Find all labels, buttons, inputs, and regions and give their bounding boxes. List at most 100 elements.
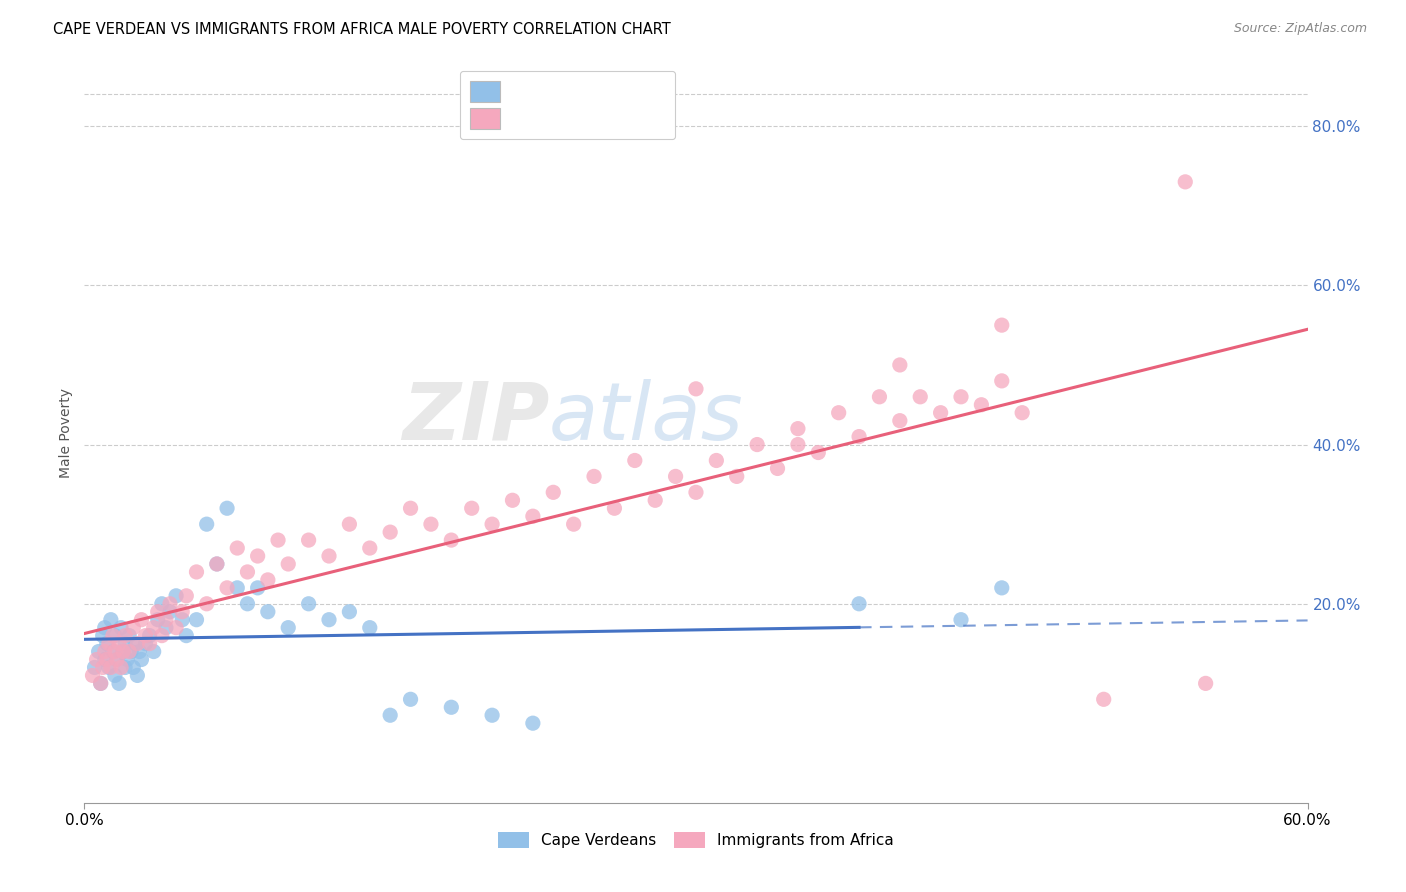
- Point: [155, 613, 177, 627]
- Point: [318, 549, 340, 563]
- Point: [112, 644, 135, 658]
- Point: [1195, 676, 1218, 690]
- Point: [97, 637, 120, 651]
- Point: [1011, 406, 1033, 420]
- Point: [96, 652, 118, 666]
- Point: [766, 461, 789, 475]
- Point: [502, 493, 524, 508]
- Point: [298, 597, 321, 611]
- Point: [359, 621, 381, 635]
- Point: [131, 652, 153, 666]
- Point: [122, 660, 145, 674]
- Point: [236, 565, 259, 579]
- Point: [93, 652, 115, 666]
- Point: [195, 597, 218, 611]
- Point: [583, 469, 606, 483]
- Point: [87, 644, 110, 658]
- Point: [110, 621, 132, 635]
- Point: [108, 676, 131, 690]
- Point: [150, 629, 173, 643]
- Point: [257, 573, 280, 587]
- Point: [91, 629, 114, 643]
- Point: [172, 613, 194, 627]
- Point: [146, 605, 169, 619]
- Text: Source: ZipAtlas.com: Source: ZipAtlas.com: [1233, 22, 1367, 36]
- Point: [82, 668, 104, 682]
- Point: [115, 652, 138, 666]
- Point: [104, 668, 127, 682]
- Point: [138, 637, 160, 651]
- Point: [848, 429, 870, 443]
- Point: [543, 485, 565, 500]
- Point: [665, 469, 688, 483]
- Point: [104, 629, 127, 643]
- Point: [112, 644, 135, 658]
- Point: [114, 629, 136, 643]
- Point: [104, 644, 127, 658]
- Point: [127, 668, 149, 682]
- Point: [90, 676, 112, 690]
- Point: [150, 597, 173, 611]
- Point: [226, 541, 249, 555]
- Point: [991, 318, 1014, 333]
- Point: [359, 541, 381, 555]
- Point: [807, 445, 830, 459]
- Point: [950, 390, 973, 404]
- Point: [118, 629, 141, 643]
- Point: [138, 629, 160, 643]
- Point: [889, 358, 911, 372]
- Point: [257, 605, 280, 619]
- Point: [706, 453, 728, 467]
- Point: [1174, 175, 1197, 189]
- Text: R = 0.663   N = 82: R = 0.663 N = 82: [472, 124, 630, 142]
- Point: [991, 374, 1014, 388]
- Point: [105, 652, 128, 666]
- Point: [481, 708, 503, 723]
- Point: [124, 637, 146, 651]
- Point: [205, 557, 228, 571]
- Point: [950, 613, 973, 627]
- Point: [481, 517, 503, 532]
- Point: [128, 644, 150, 658]
- Point: [380, 525, 402, 540]
- Point: [685, 382, 707, 396]
- Point: [522, 716, 544, 731]
- Point: [195, 517, 218, 532]
- Point: [186, 565, 208, 579]
- Point: [165, 621, 187, 635]
- Point: [869, 390, 891, 404]
- Point: [246, 581, 269, 595]
- Point: [318, 613, 340, 627]
- Point: [159, 597, 181, 611]
- Point: [114, 637, 136, 651]
- Point: [100, 660, 122, 674]
- Point: [787, 437, 810, 451]
- Point: [970, 398, 993, 412]
- Point: [146, 613, 169, 627]
- Point: [159, 605, 181, 619]
- Point: [83, 660, 105, 674]
- Point: [186, 613, 208, 627]
- Point: [155, 621, 177, 635]
- Point: [90, 676, 112, 690]
- Point: [236, 597, 259, 611]
- Point: [101, 644, 124, 658]
- Point: [277, 557, 299, 571]
- Point: [105, 652, 128, 666]
- Point: [205, 557, 228, 571]
- Point: [127, 637, 149, 651]
- Point: [217, 581, 239, 595]
- Point: [685, 485, 707, 500]
- Point: [889, 414, 911, 428]
- Legend: Cape Verdeans, Immigrants from Africa: Cape Verdeans, Immigrants from Africa: [492, 825, 900, 855]
- Text: atlas: atlas: [550, 379, 744, 457]
- Point: [747, 437, 769, 451]
- Point: [828, 406, 851, 420]
- Point: [277, 621, 299, 635]
- Point: [440, 533, 463, 547]
- Point: [420, 517, 443, 532]
- Point: [91, 660, 114, 674]
- Point: [603, 501, 626, 516]
- Point: [339, 517, 361, 532]
- Point: [114, 660, 136, 674]
